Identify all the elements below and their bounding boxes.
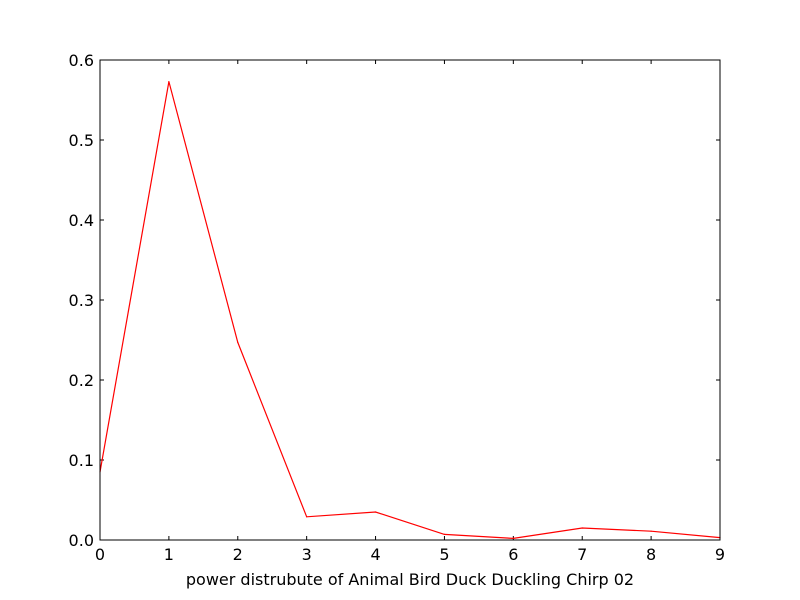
data-point <box>168 81 170 83</box>
x-tick-label: 6 <box>508 545 518 564</box>
x-tick-label: 0 <box>95 545 105 564</box>
x-tick-label: 5 <box>439 545 449 564</box>
data-point <box>443 533 446 536</box>
data-point <box>306 516 308 518</box>
series-line <box>99 81 721 540</box>
x-tick-label: 2 <box>233 545 243 564</box>
y-tick-label: 0.3 <box>69 291 94 310</box>
y-tick-label: 0.4 <box>69 211 94 230</box>
x-axis-label: power distrubute of Animal Bird Duck Duc… <box>186 570 634 589</box>
y-tick-label: 0.1 <box>69 451 94 470</box>
x-tick-label: 1 <box>164 545 174 564</box>
y-tick-label: 0.0 <box>69 531 94 550</box>
data-point <box>374 511 377 513</box>
data-point <box>237 341 239 343</box>
x-tick-label: 4 <box>370 545 380 564</box>
data-point <box>581 527 583 529</box>
x-tick-label: 7 <box>577 545 587 564</box>
y-tick-label: 0.6 <box>69 51 94 70</box>
x-tick-label: 3 <box>302 545 312 564</box>
plot-frame <box>99 59 721 541</box>
y-tick-label: 0.2 <box>69 371 94 390</box>
plot-area <box>100 60 720 540</box>
y-tick-label: 0.5 <box>69 131 94 150</box>
data-point <box>512 537 514 540</box>
x-tick-label: 9 <box>715 545 725 564</box>
x-tick-label: 8 <box>646 545 656 564</box>
data-point <box>650 530 652 532</box>
tick-labels: 0 1 2 3 4 5 6 7 8 9 0.0 0.1 0.2 0.3 0.4 0.5 0.6 <box>69 51 726 564</box>
